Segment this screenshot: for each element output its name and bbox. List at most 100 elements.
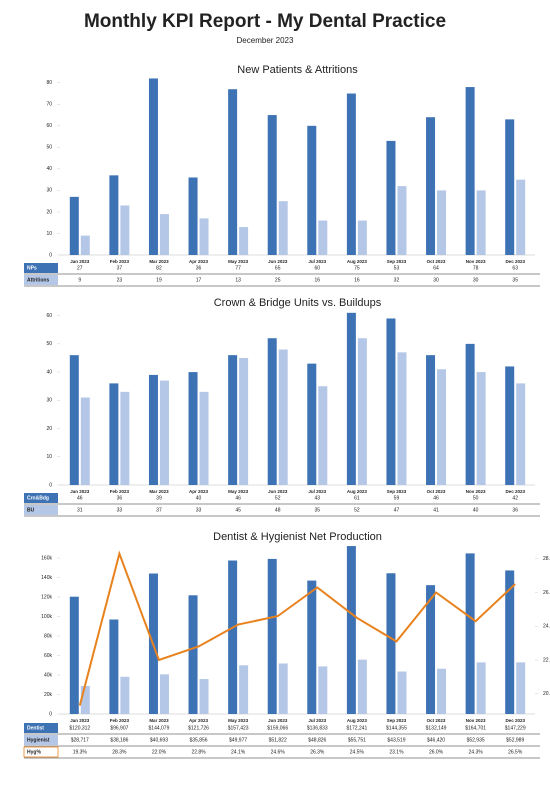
table-cell: $40,693 [150, 737, 168, 743]
x-tick-label: Jul 2023 [308, 489, 326, 494]
x-tick-label: Mar 2023 [149, 489, 169, 494]
table-cell: $159,066 [267, 725, 288, 731]
bar [267, 558, 277, 714]
y-tick-label: 120k [41, 594, 52, 600]
table-row-label-bg [23, 746, 59, 758]
table-row-label: Attritions [27, 277, 49, 283]
bar [307, 125, 317, 255]
bar [159, 214, 169, 255]
table-cell: 17 [196, 277, 202, 283]
x-tick-label: Mar 2023 [149, 718, 169, 723]
x-tick-label: Nov 2023 [466, 259, 486, 264]
bar [505, 570, 515, 714]
table-cell: 16 [315, 277, 321, 283]
bar [267, 115, 277, 255]
x-tick-label: May 2023 [228, 489, 249, 494]
table-row-label: NPs [27, 265, 37, 271]
table-cell: 46 [235, 495, 241, 501]
table-cell: 27 [77, 265, 83, 271]
table-row-label-bg [24, 723, 58, 733]
x-tick-label: Oct 2023 [427, 718, 446, 723]
bar [397, 352, 407, 485]
bar [69, 596, 79, 714]
bar [159, 380, 169, 485]
y-tick-label: 50 [46, 145, 52, 151]
table-cell: $49,977 [229, 737, 247, 743]
bar [278, 201, 288, 255]
table-cell: $48,826 [308, 737, 326, 743]
x-tick-label: Mar 2023 [149, 259, 169, 264]
table-cell: 23.1% [389, 749, 404, 755]
table-cell: $96,907 [110, 725, 128, 731]
table-cell: 77 [235, 265, 241, 271]
table-cell: 36 [196, 265, 202, 271]
table-cell: $144,079 [149, 725, 170, 731]
x-tick-label: Apr 2023 [189, 718, 209, 723]
chart-title: New Patients & Attritions [237, 64, 358, 76]
bar [278, 349, 288, 485]
table-cell: 35 [512, 277, 518, 283]
y2-tick-label: 26.0% [543, 590, 550, 596]
bar [476, 190, 486, 255]
bar [148, 374, 158, 485]
y-tick-label: 140k [41, 575, 52, 581]
table-row-label: Hyg% [27, 749, 41, 755]
x-tick-label: Jun 2023 [268, 489, 288, 494]
bar [109, 619, 119, 714]
y-tick-label: 50 [46, 341, 52, 347]
table-row-label-bg [24, 505, 58, 515]
bar [69, 355, 79, 485]
y2-tick-label: 24.0% [543, 624, 550, 630]
table-cell: $55,751 [348, 737, 366, 743]
table-cell: 24.5% [350, 749, 365, 755]
x-tick-label: Nov 2023 [466, 489, 486, 494]
y2-tick-label: 22.0% [543, 657, 550, 663]
y-tick-label: 40 [46, 166, 52, 172]
table-cell: 42 [512, 495, 518, 501]
table-cell: 52 [275, 495, 281, 501]
table-row-label: Dentist [27, 725, 44, 731]
y-tick-label: 20 [46, 209, 52, 215]
table-row-label: BU [27, 507, 35, 513]
x-tick-label: Nov 2023 [466, 718, 486, 723]
x-tick-label: May 2023 [228, 259, 249, 264]
bar [397, 671, 407, 714]
bar [318, 220, 328, 255]
bar [505, 366, 515, 485]
y-tick-label: 20 [46, 426, 52, 432]
table-cell: 45 [235, 507, 241, 513]
table-cell: 32 [394, 277, 400, 283]
x-tick-label: Dec 2023 [505, 718, 525, 723]
table-cell: $38,186 [110, 737, 128, 743]
table-cell: 16 [354, 277, 360, 283]
table-cell: $132,149 [426, 725, 447, 731]
bar [505, 119, 515, 255]
x-tick-label: Feb 2023 [110, 259, 130, 264]
x-tick-label: Oct 2023 [427, 259, 446, 264]
table-row-label: Crn&Bdg [27, 495, 49, 501]
table-cell: 24.1% [231, 749, 246, 755]
bar [239, 357, 249, 485]
bar [188, 177, 198, 255]
y-tick-label: 0 [49, 482, 52, 488]
bar [465, 343, 475, 485]
bar [109, 383, 119, 485]
x-tick-label: Aug 2023 [347, 259, 368, 264]
chart-title: Dentist & Hygienist Net Production [213, 531, 382, 543]
x-tick-label: Jan 2023 [70, 489, 90, 494]
bar [386, 573, 396, 714]
bar [228, 355, 238, 485]
y-tick-label: 10 [46, 454, 52, 460]
table-cell: 22.8% [191, 749, 206, 755]
bar [80, 686, 90, 714]
bar [386, 318, 396, 485]
bar [516, 383, 526, 485]
bar [437, 190, 447, 255]
bar [80, 397, 90, 485]
bar [188, 595, 198, 714]
bar [239, 227, 249, 255]
y-tick-label: 100k [41, 614, 52, 620]
x-tick-label: Jul 2023 [308, 718, 326, 723]
